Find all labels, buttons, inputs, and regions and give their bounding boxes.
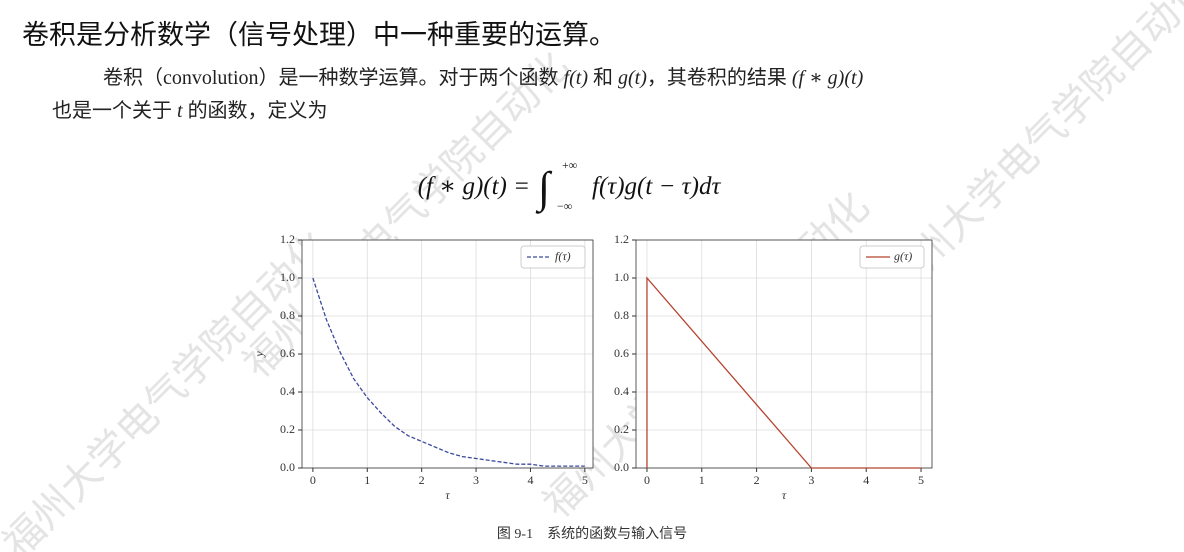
y-tick-label: 0.8 [614, 308, 629, 322]
upper-limit: +∞ [562, 158, 577, 172]
legend: g(τ) [859, 245, 925, 269]
y-tick-label: 0.4 [280, 384, 295, 398]
text-run: 也是一个关于 [52, 99, 177, 122]
legend: f(τ) [520, 245, 586, 269]
axes-frame [301, 239, 594, 469]
y-tick-label: 0.0 [614, 460, 629, 474]
math-run: t [177, 100, 183, 122]
x-tick-label: 3 [808, 473, 814, 487]
paragraph-line: 也是一个关于 t 的函数，定义为 [52, 99, 328, 122]
x-tick-label: 0 [644, 473, 650, 487]
x-tick-label: 2 [419, 473, 425, 487]
legend-label: f(τ) [555, 249, 571, 263]
y-tick-label: 0.2 [614, 422, 629, 436]
chart: 0.0 0.2 0.4 0.6 0.8 1.0 1.2 0 1 2 3 4 5 τ y f(τ) [252, 232, 594, 502]
x-tick-label: 4 [863, 473, 869, 487]
y-tick-label: 0.6 [614, 346, 629, 360]
legend-box [859, 245, 925, 269]
y-tick-label: 0.6 [280, 346, 295, 360]
formula-integrand: f(τ)g(t − τ)dτ [592, 173, 721, 200]
x-tick-label: 3 [473, 473, 479, 487]
formula-lhs: (f ∗ g)(t) = [418, 173, 530, 200]
y-tick-label: 0.0 [280, 460, 295, 474]
x-axis-label: τ [782, 488, 787, 502]
y-axis-label: y [252, 351, 266, 358]
y-tick-label: 0.2 [280, 422, 295, 436]
integral-sign: ∫ [535, 163, 553, 214]
x-tick-label: 1 [364, 473, 370, 487]
axes-frame [635, 239, 933, 469]
text-run: 卷积（convolution）是一种数学运算。对于两个函数 [103, 66, 564, 89]
heading: 卷积是分析数学（信号处理）中一种重要的运算。 [22, 20, 616, 51]
chart: 0.0 0.2 0.4 0.6 0.8 1.0 1.2 0 1 2 3 4 5 τ g(τ) [614, 232, 933, 502]
formula: (f ∗ g)(t) = ∫ +∞ −∞ f(τ)g(t − τ)dτ [418, 158, 722, 214]
x-tick-label: 1 [699, 473, 705, 487]
y-tick-label: 1.0 [280, 270, 295, 284]
x-tick-label: 2 [754, 473, 760, 487]
y-tick-label: 1.2 [280, 232, 295, 246]
text-run: ，其卷积的结果 [647, 66, 792, 89]
line-series [646, 276, 922, 469]
paragraph-line: 卷积（convolution）是一种数学运算。对于两个函数 f(t) 和 g(t… [103, 66, 864, 89]
math-run: f(t) [564, 67, 589, 89]
figure-caption: 图 9-1 系统的函数与输入信号 [497, 526, 687, 542]
text-run: 的函数，定义为 [183, 99, 328, 122]
x-tick-label: 5 [918, 473, 924, 487]
text-run: 和 [588, 66, 618, 89]
y-tick-label: 1.2 [614, 232, 629, 246]
legend-label: g(τ) [894, 249, 912, 263]
legend-box [520, 245, 586, 269]
x-axis-label: τ [445, 488, 450, 502]
y-tick-label: 1.0 [614, 270, 629, 284]
line-series [312, 277, 585, 467]
lower-limit: −∞ [557, 199, 572, 213]
y-tick-label: 0.8 [280, 308, 295, 322]
x-tick-label: 0 [310, 473, 316, 487]
x-tick-label: 5 [582, 473, 588, 487]
math-run: (f ∗ g)(t) [792, 67, 864, 89]
x-tick-label: 4 [527, 473, 533, 487]
math-run: g(t) [618, 67, 647, 89]
y-tick-label: 0.4 [614, 384, 629, 398]
